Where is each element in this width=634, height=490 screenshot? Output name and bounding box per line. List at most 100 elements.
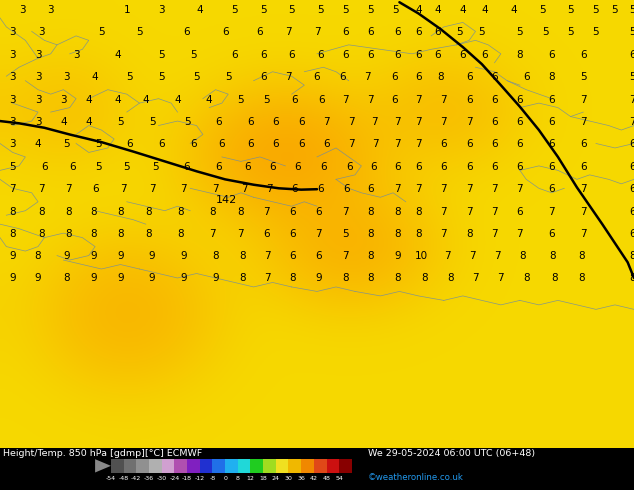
Text: 5: 5 [152,162,158,172]
Text: 7: 7 [491,207,498,217]
Text: 7: 7 [120,184,127,194]
Text: 9: 9 [10,251,16,262]
Text: 6: 6 [482,49,488,60]
Text: 6: 6 [630,139,634,149]
Text: 8: 8 [63,273,70,283]
Text: 24: 24 [272,476,280,481]
Text: 7: 7 [517,184,523,194]
Text: 5: 5 [263,95,269,104]
Text: 8: 8 [91,207,97,217]
Text: 9: 9 [91,273,97,283]
Text: 5: 5 [127,72,133,82]
Text: 4: 4 [510,5,517,15]
Text: 6: 6 [290,229,296,239]
Text: 5: 5 [392,5,399,15]
Text: 7: 7 [491,229,498,239]
Text: -36: -36 [144,476,154,481]
Text: -12: -12 [195,476,205,481]
Text: 8: 8 [550,251,556,262]
Text: 8: 8 [579,273,585,283]
Text: 7: 7 [263,207,269,217]
Text: 6: 6 [314,72,320,82]
Text: 6: 6 [269,162,276,172]
Text: 7: 7 [394,117,401,127]
Text: 5: 5 [479,27,485,37]
Text: 5: 5 [95,139,101,149]
Text: 7: 7 [314,27,320,37]
Text: 6: 6 [394,27,401,37]
Text: 7: 7 [441,95,447,104]
Text: 7: 7 [212,184,219,194]
Text: 5: 5 [98,27,105,37]
Text: 30: 30 [285,476,292,481]
Text: 5: 5 [612,5,618,15]
Text: 8: 8 [35,251,41,262]
Text: 6: 6 [517,95,523,104]
Text: 7: 7 [415,117,422,127]
Text: 7: 7 [469,251,476,262]
Text: 18: 18 [259,476,267,481]
Text: 7: 7 [630,117,634,127]
Text: 5: 5 [567,27,574,37]
Text: 4: 4 [114,95,120,104]
Text: 6: 6 [323,139,330,149]
Text: 6: 6 [491,162,498,172]
Text: 6: 6 [368,184,374,194]
Text: 4: 4 [174,95,181,104]
Text: 8: 8 [212,251,219,262]
Text: 6: 6 [517,162,523,172]
Text: 5: 5 [517,27,523,37]
Text: 8: 8 [368,273,374,283]
Text: 8: 8 [290,273,296,283]
Text: 7: 7 [580,207,586,217]
Text: 6: 6 [222,27,228,37]
Text: 6: 6 [342,27,349,37]
Text: 5: 5 [136,27,143,37]
Text: 42: 42 [310,476,318,481]
Text: 4: 4 [415,5,422,15]
Text: 1: 1 [124,5,130,15]
Text: 4: 4 [434,5,441,15]
Text: 5: 5 [10,162,16,172]
Text: 6: 6 [216,162,222,172]
Text: 6: 6 [415,72,422,82]
Text: 6: 6 [260,72,266,82]
Text: 6: 6 [491,139,498,149]
Text: 6: 6 [548,117,555,127]
Text: 7: 7 [342,207,349,217]
Text: 6: 6 [394,162,401,172]
Text: 6: 6 [92,184,98,194]
Text: 5: 5 [149,117,155,127]
Text: 6: 6 [317,184,323,194]
Text: 6: 6 [630,184,634,194]
Text: 3: 3 [63,72,70,82]
Text: 7: 7 [495,251,501,262]
Text: 9: 9 [149,273,155,283]
Text: 6: 6 [231,49,238,60]
Text: 6: 6 [298,139,304,149]
Text: 8: 8 [394,229,401,239]
Text: 8: 8 [394,273,401,283]
Text: 8: 8 [238,207,244,217]
Text: 7: 7 [415,184,422,194]
Text: 8: 8 [447,273,453,283]
Text: 9: 9 [117,251,124,262]
Text: 8: 8 [394,207,401,217]
Text: Height/Temp. 850 hPa [gdmp][°C] ECMWF: Height/Temp. 850 hPa [gdmp][°C] ECMWF [3,449,202,458]
Text: 9: 9 [212,273,219,283]
Text: 4: 4 [460,5,466,15]
Text: 7: 7 [394,184,401,194]
Text: 6: 6 [273,139,279,149]
Text: 6: 6 [434,49,441,60]
Text: 8: 8 [342,273,349,283]
Bar [174,459,187,472]
Text: 6: 6 [548,95,555,104]
Text: 7: 7 [394,139,401,149]
Text: 9: 9 [35,273,41,283]
Text: 8: 8 [239,273,245,283]
Text: 6: 6 [127,139,133,149]
Text: 6: 6 [580,139,586,149]
Text: 6: 6 [318,95,325,104]
Text: 7: 7 [238,229,244,239]
Text: 6: 6 [260,49,266,60]
